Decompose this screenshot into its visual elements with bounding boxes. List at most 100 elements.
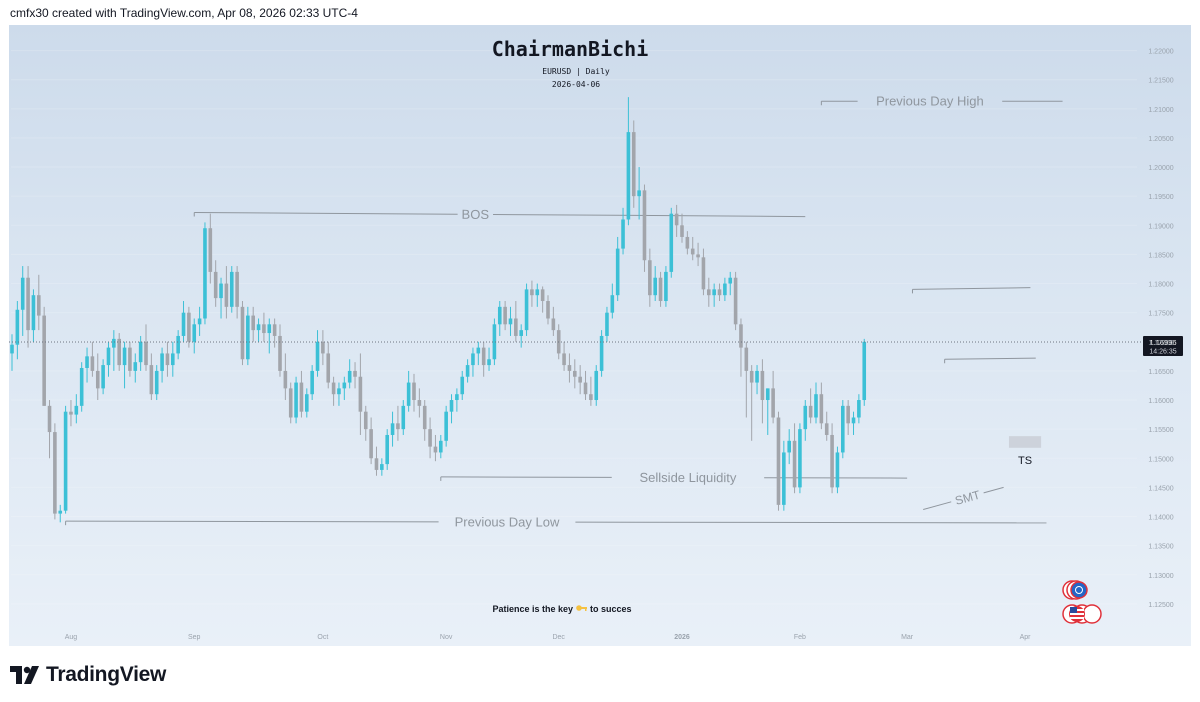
candle-body — [342, 382, 347, 389]
candle-body — [862, 341, 867, 401]
bullish-candle — [862, 338, 867, 406]
candle-body — [573, 370, 577, 377]
bullish-candle — [380, 458, 384, 476]
bearish-candle — [358, 353, 363, 435]
bearish-candle — [696, 242, 700, 267]
candle-body — [385, 434, 389, 465]
candle-body — [551, 318, 556, 331]
chart-title: ChairmanBichi — [492, 37, 649, 61]
tradingview-logo[interactable]: TradingView — [10, 662, 166, 688]
time-tick-label: Dec — [552, 634, 565, 641]
candle-body — [31, 295, 36, 331]
annotation-label: Sellside Liquidity — [640, 470, 737, 485]
bearish-candle — [562, 341, 566, 371]
bearish-candle — [433, 434, 438, 462]
candle-body — [79, 367, 84, 406]
bullish-candle — [857, 394, 861, 424]
chart-frame[interactable]: Previous Day High BOS Sellside Liquidity Pr… — [9, 25, 1191, 646]
candle-body — [685, 236, 690, 249]
bullish-candle — [508, 306, 513, 336]
candles-layer — [10, 97, 867, 523]
price-tick-label: 1.16000 — [1148, 398, 1173, 405]
candle-body — [765, 388, 770, 401]
sellside-liquidity-annotation: Sellside Liquidity — [440, 470, 908, 485]
bearish-candle — [47, 400, 52, 459]
candle-body — [326, 353, 331, 383]
candle-body — [851, 417, 856, 424]
candle-body — [197, 318, 202, 325]
candle-body — [631, 132, 636, 197]
bearish-candle — [503, 301, 507, 331]
bearish-candle — [589, 376, 593, 406]
candle-body — [690, 248, 695, 255]
candle-body — [106, 347, 111, 366]
candle-body — [744, 347, 749, 371]
bearish-candle — [235, 266, 239, 319]
bearish-candle — [551, 306, 556, 336]
candle-body — [819, 394, 824, 424]
us-flag-event-icon[interactable] — [1062, 604, 1102, 624]
caption-after: to succes — [590, 604, 632, 614]
candle-body — [803, 405, 808, 430]
bullish-candle — [406, 370, 411, 412]
annotation-line — [923, 501, 952, 511]
candle-body — [412, 382, 416, 401]
bearish-candle — [642, 184, 647, 272]
annotation-label: Previous Day High — [876, 94, 984, 109]
bearish-candle — [117, 333, 121, 371]
bullish-candle — [229, 266, 234, 313]
candle-body — [455, 394, 459, 401]
price-tick-label: 1.14000 — [1148, 515, 1173, 522]
time-axis[interactable]: Aug Sep Oct Nov Dec 2026 Feb Mar Apr — [65, 634, 1031, 641]
bullish-candle — [267, 318, 272, 354]
candlestick-chart[interactable]: Previous Day High BOS Sellside Liquidity Pr… — [9, 25, 1191, 646]
bullish-candle — [122, 341, 127, 389]
bearish-candle — [481, 341, 486, 377]
bullish-candle — [798, 423, 802, 494]
candle-body — [492, 324, 497, 360]
bullish-candle — [390, 411, 395, 447]
candle-body — [428, 429, 432, 447]
time-tick-label: Apr — [1020, 634, 1032, 641]
candle-body — [508, 318, 513, 325]
bullish-candle — [305, 388, 309, 418]
candle-body — [546, 301, 550, 319]
candle-body — [272, 324, 277, 336]
bullish-candle — [246, 306, 250, 366]
price-axis[interactable]: 1.12500 1.13000 1.13500 1.14000 1.14500 1.150… — [1148, 49, 1173, 609]
bearish-candle — [299, 370, 304, 418]
candle-body — [626, 132, 631, 220]
candle-body — [648, 260, 652, 296]
last-price-tag — [1143, 336, 1183, 357]
bullish-candle — [787, 429, 791, 465]
bearish-candle — [546, 295, 550, 325]
bearish-candle — [792, 423, 797, 494]
bullish-candle — [637, 167, 641, 220]
candle-body — [122, 347, 127, 366]
candle-body — [728, 277, 733, 284]
ts-label: TS — [1018, 455, 1032, 467]
candle-body — [567, 365, 572, 371]
candle-body — [20, 277, 25, 310]
candle-body — [749, 370, 754, 383]
annotation-line — [65, 520, 439, 523]
price-tick-label: 1.19000 — [1148, 223, 1173, 230]
candle-body — [203, 228, 207, 319]
candle-body — [278, 335, 282, 371]
bearish-candle — [540, 286, 545, 313]
annotation-line — [575, 521, 1047, 524]
event-flag-icons[interactable] — [1062, 580, 1102, 624]
candle-body — [519, 330, 523, 336]
annotation-label: BOS — [462, 207, 490, 222]
bullish-candle — [765, 388, 770, 435]
bullish-candle — [154, 365, 159, 401]
candle-body — [42, 315, 46, 406]
bearish-candle — [808, 388, 813, 424]
bullish-candle — [197, 306, 202, 336]
globe-event-icon[interactable] — [1062, 580, 1088, 600]
candle-body — [481, 347, 486, 366]
bearish-candle — [331, 376, 336, 406]
candle-body — [562, 353, 566, 366]
time-tick-label: Oct — [317, 634, 328, 641]
price-tick-label: 1.14500 — [1148, 485, 1173, 492]
